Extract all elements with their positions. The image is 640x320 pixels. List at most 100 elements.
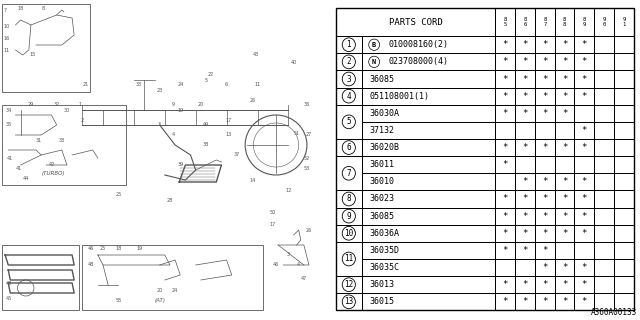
Bar [515,139,535,156]
Bar [575,88,594,105]
Bar [594,156,614,173]
Text: 9
1: 9 1 [622,17,625,27]
Text: *: * [542,212,548,220]
Bar [575,139,594,156]
Bar [362,259,495,276]
Text: 6: 6 [346,143,351,152]
Bar [362,139,495,156]
Text: (AT): (AT) [154,298,166,303]
Text: *: * [562,297,567,306]
Bar [555,293,575,310]
Text: 38: 38 [203,142,209,148]
Text: 12: 12 [344,280,353,289]
Text: 20: 20 [198,102,204,108]
Bar [575,122,594,139]
Text: 8: 8 [42,5,45,11]
Bar [515,70,535,88]
Bar [575,225,594,242]
Text: 010008160(2): 010008160(2) [389,40,449,49]
Text: 36035D: 36035D [369,246,399,255]
Bar [495,293,515,310]
Text: 17: 17 [225,117,232,123]
Bar [336,242,362,276]
Bar [336,105,362,139]
Bar [614,36,634,53]
Bar [594,208,614,225]
Bar [2,4,90,92]
Bar [495,208,515,225]
Bar [575,36,594,53]
Bar [495,105,515,122]
Text: 37: 37 [234,153,240,157]
Bar [594,259,614,276]
Bar [515,156,535,173]
Bar [515,242,535,259]
Bar [2,245,79,310]
Bar [362,36,495,53]
Text: *: * [542,143,548,152]
Bar [336,190,362,208]
Text: *: * [502,246,508,255]
Bar [594,190,614,208]
Bar [614,53,634,70]
Text: *: * [502,160,508,169]
Text: *: * [582,126,587,135]
Bar [575,156,594,173]
Bar [594,276,614,293]
Bar [575,208,594,225]
Text: 18: 18 [17,5,24,11]
Bar [535,53,555,70]
Text: 8
6: 8 6 [524,17,527,27]
Text: 36085: 36085 [369,212,394,220]
Text: 12: 12 [285,188,292,193]
Bar [515,36,535,53]
Text: 051108001(1): 051108001(1) [369,92,429,101]
Text: 19: 19 [177,108,183,113]
Bar [495,122,515,139]
Text: 5: 5 [346,117,351,126]
Text: 8
7: 8 7 [543,17,547,27]
Text: *: * [542,40,548,49]
Bar [515,208,535,225]
Bar [555,105,575,122]
Bar [594,105,614,122]
Bar [555,70,575,88]
Text: 42: 42 [49,163,54,167]
Bar [495,190,515,208]
Text: 35: 35 [5,123,12,127]
Bar [614,122,634,139]
Text: 26: 26 [306,228,312,233]
Text: *: * [582,40,587,49]
Bar [594,53,614,70]
Bar [555,88,575,105]
Bar [614,88,634,105]
Bar [515,122,535,139]
Bar [535,139,555,156]
Text: 27: 27 [306,132,312,138]
Text: *: * [542,57,548,66]
Bar [515,105,535,122]
Text: *: * [522,75,528,84]
Text: *: * [522,195,528,204]
Text: 36023: 36023 [369,195,394,204]
Text: *: * [562,143,567,152]
Text: *: * [582,229,587,238]
Text: *: * [562,57,567,66]
Bar [535,208,555,225]
Text: 55: 55 [115,298,122,302]
Text: 36015: 36015 [369,297,394,306]
Bar [362,173,495,190]
Text: 1: 1 [346,40,351,49]
Text: 7: 7 [4,7,6,12]
Bar [495,88,515,105]
Text: 15: 15 [30,52,36,58]
Bar [555,173,575,190]
Bar [336,70,362,88]
Bar [535,259,555,276]
Text: 3: 3 [158,123,161,127]
Text: 21: 21 [83,83,88,87]
Text: PARTS CORD: PARTS CORD [388,18,442,27]
Bar [495,8,515,36]
Text: 11: 11 [3,47,10,52]
Bar [362,208,495,225]
